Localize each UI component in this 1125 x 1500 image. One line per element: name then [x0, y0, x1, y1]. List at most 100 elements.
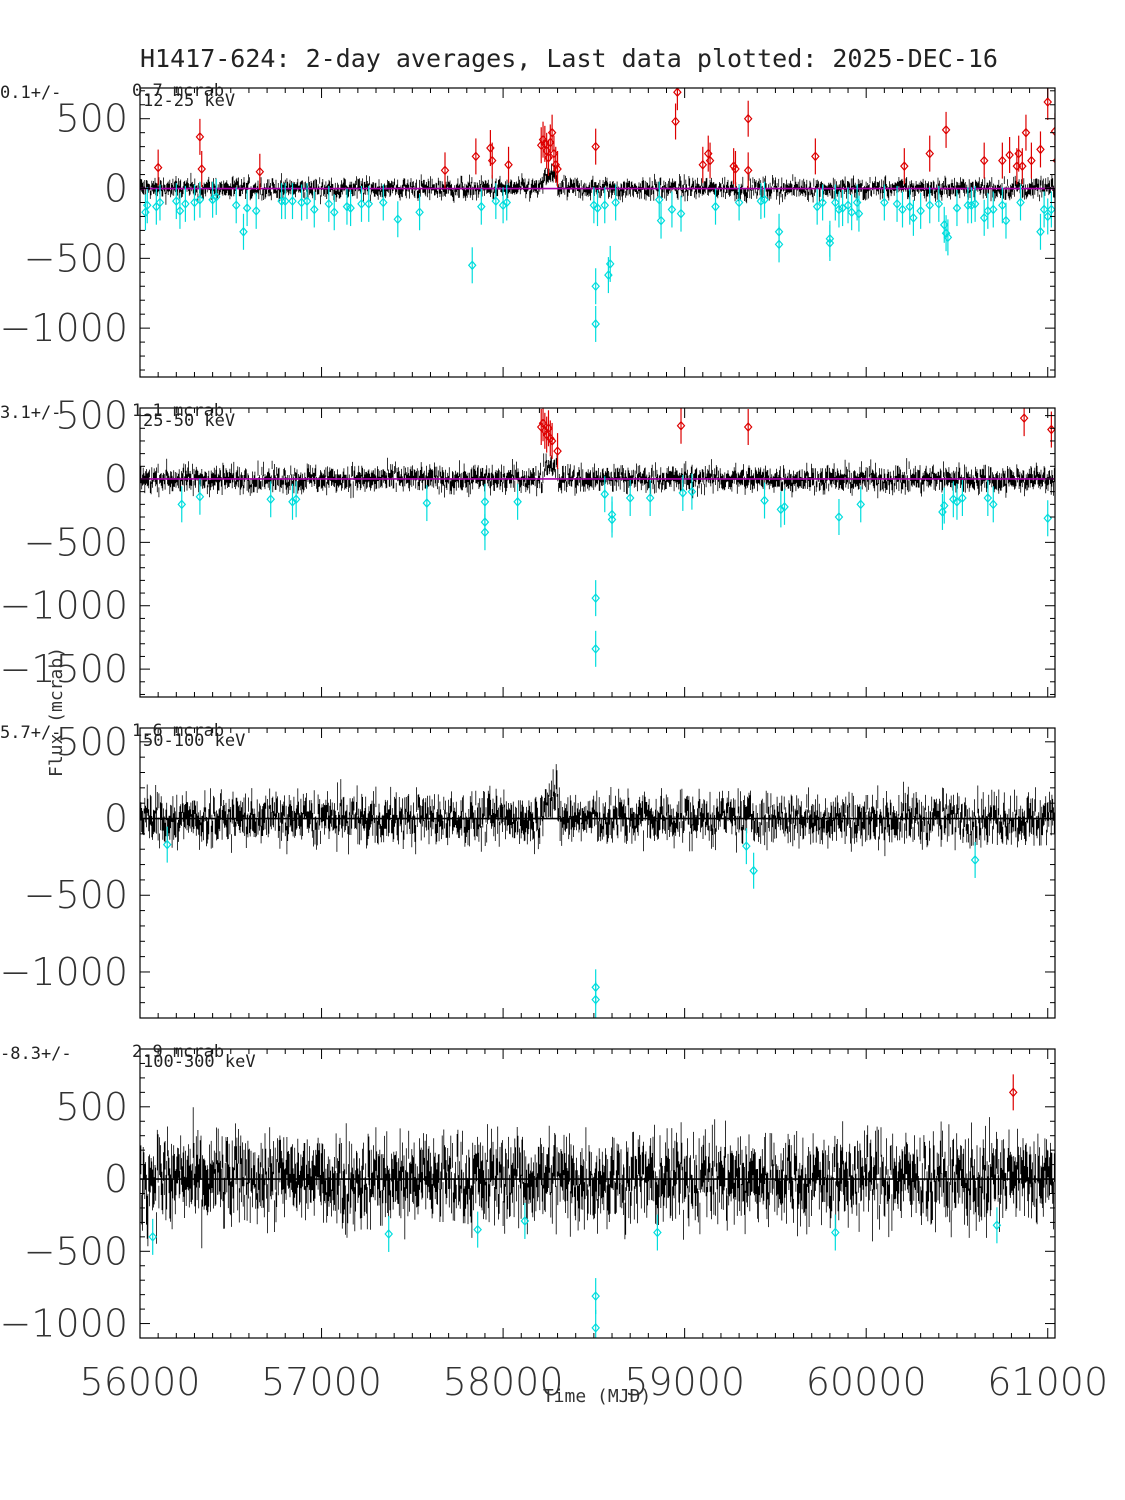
high-outlier-point	[698, 159, 708, 170]
low-outlier-point	[378, 197, 388, 208]
y-tick-label: 0	[104, 167, 128, 211]
low-outlier-point	[415, 207, 424, 218]
high-outlier-point	[153, 162, 163, 173]
low-outlier-point	[1043, 211, 1053, 222]
high-outlier-point	[1014, 148, 1023, 159]
low-outlier-point	[148, 1231, 158, 1242]
low-outlier-point	[364, 198, 374, 209]
low-outlier-point	[324, 198, 334, 209]
high-outlier-point	[1027, 155, 1036, 166]
high-outlier-point	[743, 422, 753, 432]
y-tick-label: −1000	[0, 950, 128, 994]
high-outlier-point	[197, 164, 207, 174]
low-outlier-point	[498, 200, 508, 211]
high-outlier-point	[743, 165, 753, 176]
y-tick-label: −1000	[0, 306, 128, 350]
plot-area	[140, 764, 1055, 1018]
low-outlier-point	[756, 196, 766, 206]
high-outlier-point	[195, 131, 205, 142]
low-outlier-point	[967, 200, 976, 211]
plot-area	[140, 408, 1055, 667]
low-outlier-point	[280, 196, 290, 206]
high-outlier-point	[504, 159, 513, 170]
low-outlier-point	[749, 865, 758, 876]
high-outlier-point	[979, 155, 989, 166]
y-tick-label: 500	[55, 1085, 128, 1129]
high-outlier-point	[998, 155, 1007, 166]
low-outlier-point	[687, 486, 697, 497]
high-outlier-point	[440, 165, 450, 176]
low-outlier-point	[591, 1291, 600, 1302]
low-outlier-point	[1054, 495, 1055, 498]
low-outlier-point	[970, 198, 980, 209]
y-tick-label: −500	[24, 236, 128, 280]
low-outlier-point	[477, 201, 486, 212]
x-tick-label: 56000	[80, 1360, 201, 1404]
low-outlier-point	[190, 197, 199, 208]
panel-frame	[139, 407, 1056, 698]
low-outlier-point	[892, 198, 902, 209]
low-outlier-point	[780, 501, 789, 512]
low-outlier-point	[958, 493, 967, 503]
low-outlier-point	[625, 493, 635, 503]
x-tick-label: 59000	[624, 1360, 745, 1404]
high-outlier-point	[1018, 161, 1027, 172]
low-outlier-point	[1039, 204, 1049, 215]
low-outlier-point	[277, 196, 286, 206]
low-outlier-point	[653, 1227, 662, 1238]
x-axis-label: Time (MJD)	[543, 1386, 651, 1407]
x-tick-label: 61000	[987, 1360, 1108, 1404]
plot-area	[140, 88, 1055, 342]
low-outlier-point	[856, 499, 866, 510]
low-outlier-point	[155, 197, 165, 208]
low-outlier-point	[949, 494, 958, 505]
low-outlier-point	[678, 488, 688, 498]
low-outlier-point	[898, 204, 907, 215]
low-outlier-point	[591, 643, 600, 654]
y-tick-label: 500	[55, 394, 128, 438]
y-tick-label: 500	[55, 97, 128, 141]
low-outlier-point	[357, 198, 366, 209]
low-outlier-point	[776, 504, 786, 515]
low-outlier-point	[172, 196, 181, 206]
low-outlier-point	[142, 200, 152, 211]
low-outlier-point	[473, 1224, 482, 1235]
low-outlier-point	[384, 1229, 394, 1239]
y-tick-label: 0	[104, 457, 128, 501]
low-outlier-point	[600, 200, 610, 211]
low-outlier-point	[934, 198, 944, 209]
y-tick-label: 500	[55, 720, 128, 764]
low-outlier-point	[480, 527, 490, 538]
low-outlier-point	[251, 205, 261, 216]
high-outlier-point	[925, 148, 935, 159]
low-outlier-point	[952, 203, 962, 213]
low-outlier-point	[177, 499, 187, 510]
low-outlier-point	[231, 200, 241, 211]
low-outlier-point	[513, 496, 522, 507]
low-outlier-point	[591, 994, 600, 1005]
high-outlier-point	[1050, 126, 1055, 137]
low-outlier-point	[734, 197, 744, 208]
high-outlier-point	[1043, 97, 1053, 107]
mean-value-label: -8.3+/-	[0, 1044, 72, 1064]
mean-value-label: 5.7+/-	[0, 723, 61, 743]
error-value-label: 1.6 mcrab	[132, 721, 224, 741]
low-outlier-point	[656, 215, 666, 226]
low-outlier-point	[329, 207, 339, 218]
low-outlier-point	[825, 233, 835, 244]
low-outlier-point	[239, 226, 248, 237]
low-outlier-point	[843, 200, 853, 211]
energy-band-label: 12-25 keV	[143, 91, 235, 111]
low-outlier-point	[831, 1227, 840, 1238]
x-tick-label: 57000	[261, 1360, 382, 1404]
high-outlier-point	[1019, 413, 1029, 424]
low-outlier-point	[502, 197, 512, 208]
high-outlier-point	[553, 164, 562, 174]
high-outlier-point	[1021, 127, 1031, 138]
low-outlier-point	[607, 514, 617, 525]
high-outlier-point	[941, 124, 951, 135]
y-axis-label: Flux (mcrab)	[46, 647, 67, 777]
